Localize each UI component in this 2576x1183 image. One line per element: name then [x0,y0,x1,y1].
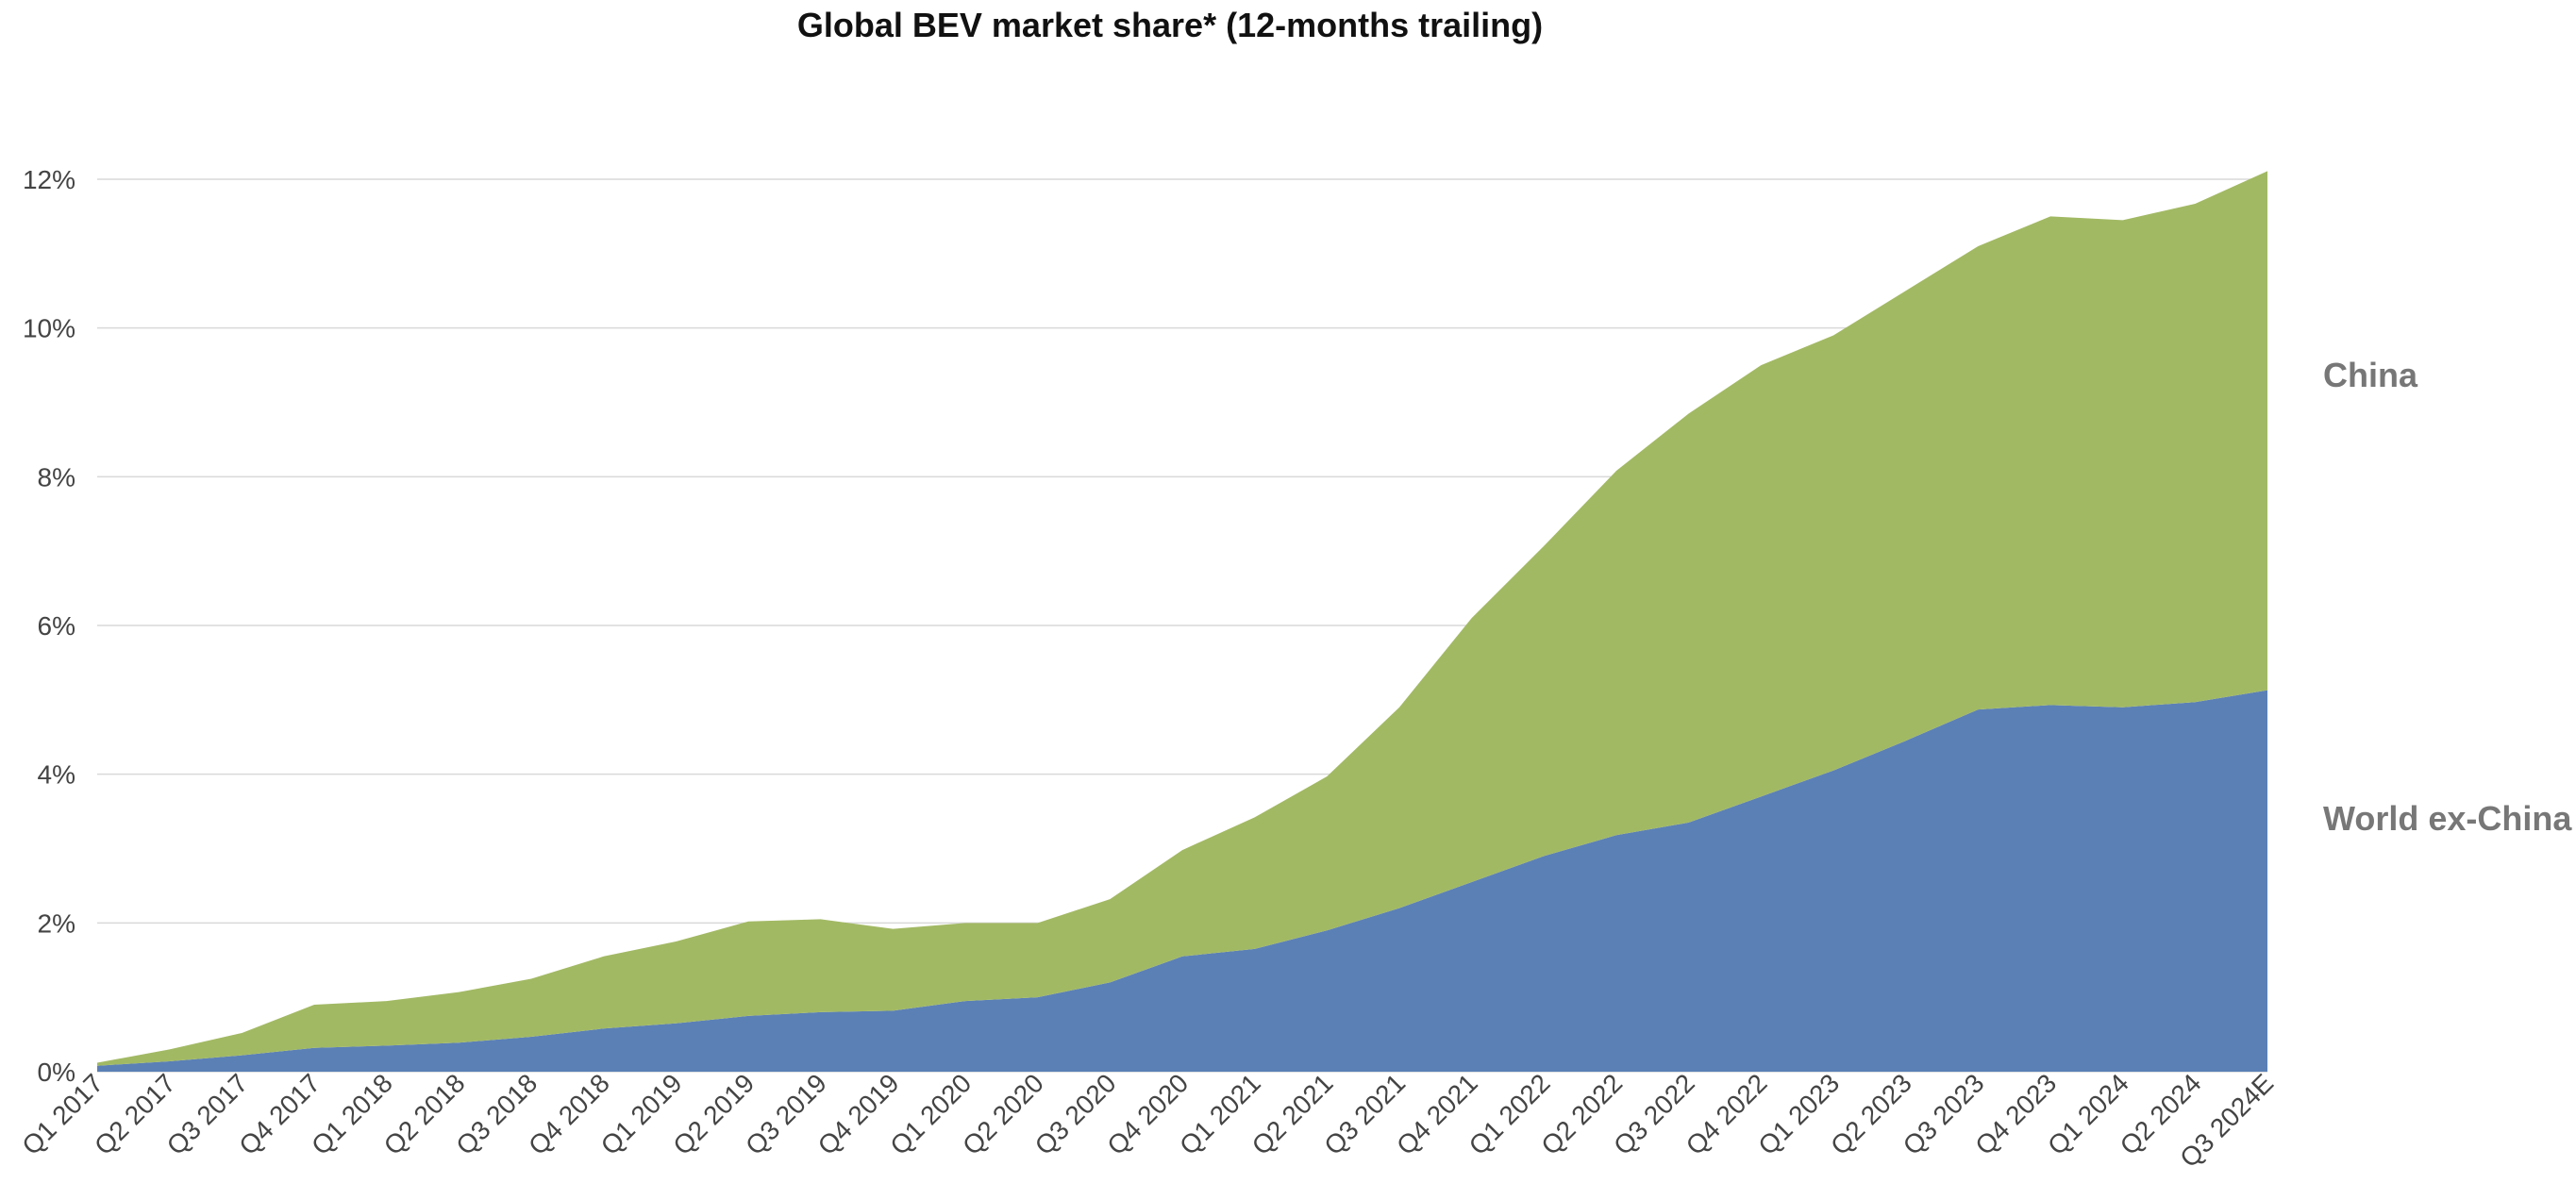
y-tick-label: 10% [23,314,75,343]
series-labels: World ex-China China [2323,356,2572,838]
series-label-china: China [2323,356,2418,394]
y-axis-ticks: 0% 2% 4% 6% 8% 10% 12% [23,165,75,1087]
series-label-world-ex-china: World ex-China [2323,799,2572,838]
y-tick-label: 6% [38,611,75,641]
y-tick-label: 0% [38,1058,75,1087]
y-tick-label: 12% [23,165,75,194]
area-world-ex-china [97,690,2267,1072]
area-series [97,171,2267,1072]
chart-title: Global BEV market share* (12-months trai… [796,6,1544,44]
y-tick-label: 2% [38,908,75,938]
area-china [97,171,2267,1066]
y-tick-label: 8% [38,462,75,492]
y-tick-label: 4% [38,760,75,790]
